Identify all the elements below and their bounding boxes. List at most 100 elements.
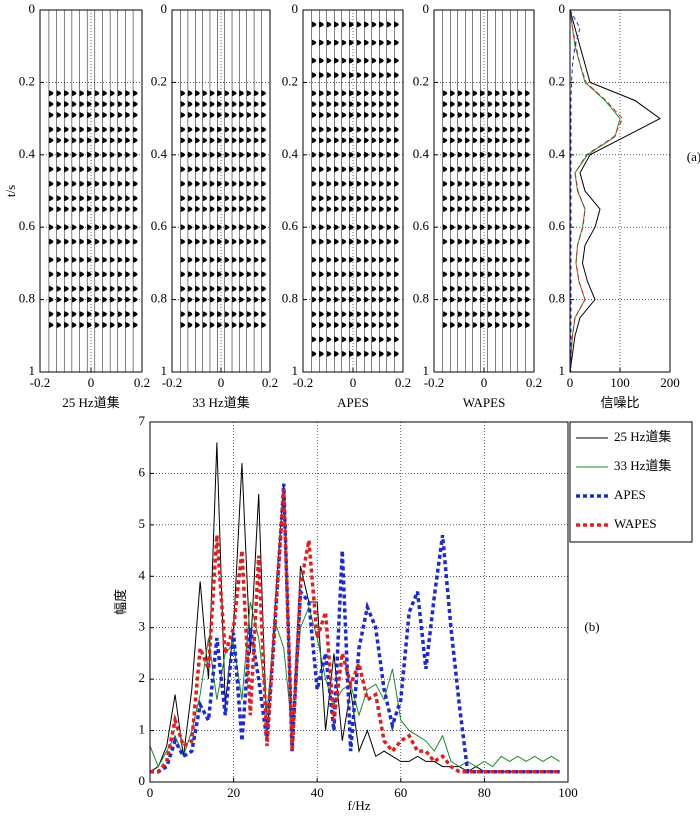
y-tick-label: 0.8 bbox=[19, 291, 35, 306]
wiggle-event bbox=[442, 90, 530, 97]
y-tick-label: 0.4 bbox=[413, 146, 430, 161]
x-tick-label: -0.2 bbox=[424, 375, 445, 390]
snr-line bbox=[569, 9, 581, 372]
wiggle-event bbox=[442, 224, 530, 231]
wiggle-event bbox=[48, 195, 138, 202]
wiggle-event bbox=[311, 311, 399, 318]
x-axis-label: 33 Hz道集 bbox=[192, 395, 249, 410]
y-tick-label: 0 bbox=[292, 1, 299, 16]
wiggle-event bbox=[311, 126, 399, 133]
wiggle-event bbox=[180, 311, 266, 318]
wiggle-event bbox=[442, 271, 530, 278]
wiggle-event bbox=[311, 101, 399, 108]
plot-frame bbox=[569, 9, 671, 373]
y-tick-label: 0.4 bbox=[282, 146, 299, 161]
wiggle-event bbox=[311, 57, 399, 64]
wiggle-event bbox=[311, 296, 399, 303]
legend-label: 33 Hz道集 bbox=[614, 458, 671, 473]
wiggle-event bbox=[180, 166, 266, 173]
x-tick-label: 0.2 bbox=[526, 375, 542, 390]
wiggle-event bbox=[311, 111, 399, 118]
y-tick-label: 1 bbox=[423, 363, 430, 378]
plot-frame bbox=[39, 9, 143, 373]
x-tick-label: 0.2 bbox=[134, 375, 150, 390]
y-tick-label: 0.8 bbox=[549, 291, 565, 306]
wiggle-event bbox=[311, 195, 399, 202]
wiggle-event bbox=[311, 39, 399, 46]
wiggle-event bbox=[311, 271, 399, 278]
legend-label: APES bbox=[614, 487, 646, 502]
y-tick-label: 0.2 bbox=[413, 73, 429, 88]
y-tick-label: 7 bbox=[139, 413, 146, 428]
x-axis-label: WAPES bbox=[463, 395, 506, 410]
x-axis-label: 25 Hz道集 bbox=[62, 395, 119, 410]
x-tick-label: 0 bbox=[147, 785, 154, 800]
y-tick-label: 0.4 bbox=[19, 146, 36, 161]
panel-label: (b) bbox=[584, 619, 599, 634]
y-tick-label: 0 bbox=[559, 1, 566, 16]
y-tick-label: 0.2 bbox=[19, 73, 35, 88]
wiggle-event bbox=[442, 256, 530, 263]
spectrum-line bbox=[150, 488, 560, 774]
wiggle-event bbox=[311, 256, 399, 263]
wiggle-event bbox=[442, 285, 530, 292]
plot-frame bbox=[171, 9, 271, 373]
wiggle-event bbox=[442, 238, 530, 245]
wiggle-event bbox=[311, 72, 399, 79]
y-tick-label: 0 bbox=[423, 1, 430, 16]
wiggle-event bbox=[311, 285, 399, 292]
wiggle-event bbox=[442, 180, 530, 187]
wiggle-event bbox=[180, 111, 266, 118]
y-tick-label: 2 bbox=[139, 670, 146, 685]
legend-label: WAPES bbox=[614, 516, 657, 531]
wiggle-event bbox=[48, 101, 138, 108]
wiggle-event bbox=[48, 285, 138, 292]
wiggle-event bbox=[48, 206, 138, 213]
wiggle-event bbox=[311, 321, 399, 328]
x-tick-label: 20 bbox=[227, 785, 240, 800]
plot-frame bbox=[302, 9, 404, 373]
x-tick-label: 200 bbox=[660, 375, 680, 390]
y-tick-label: 0 bbox=[29, 1, 36, 16]
y-tick-label: 1 bbox=[29, 363, 36, 378]
wiggle-event bbox=[180, 101, 266, 108]
plot-frame bbox=[433, 9, 535, 373]
y-tick-label: 0.4 bbox=[151, 146, 168, 161]
wiggle-event bbox=[311, 206, 399, 213]
wiggle-event bbox=[180, 271, 266, 278]
wiggle-event bbox=[442, 206, 530, 213]
y-tick-label: 1 bbox=[161, 363, 168, 378]
wiggle-event bbox=[180, 296, 266, 303]
x-tick-label: 100 bbox=[610, 375, 630, 390]
y-axis-label: 幅度 bbox=[113, 589, 128, 615]
wiggle-event bbox=[442, 126, 530, 133]
wiggle-event bbox=[442, 101, 530, 108]
wiggle-event bbox=[311, 137, 399, 144]
y-tick-label: 1 bbox=[292, 363, 299, 378]
wiggle-event bbox=[48, 271, 138, 278]
y-tick-label: 1 bbox=[559, 363, 566, 378]
wiggle-event bbox=[48, 126, 138, 133]
wiggle-event bbox=[311, 224, 399, 231]
wiggle-event bbox=[180, 321, 266, 328]
x-tick-label: 0 bbox=[481, 375, 488, 390]
wiggle-event bbox=[180, 256, 266, 263]
y-tick-label: 0.2 bbox=[282, 73, 298, 88]
wiggle-event bbox=[48, 238, 138, 245]
y-tick-label: 0.8 bbox=[151, 291, 167, 306]
wiggle-event bbox=[311, 238, 399, 245]
wiggle-event bbox=[442, 296, 530, 303]
x-tick-label: 100 bbox=[558, 785, 578, 800]
wiggle-event bbox=[311, 21, 399, 28]
wiggle-event bbox=[442, 321, 530, 328]
y-tick-label: 0.6 bbox=[549, 218, 566, 233]
legend-box bbox=[569, 421, 693, 543]
y-tick-label: 0.6 bbox=[151, 218, 168, 233]
wiggle-event bbox=[48, 166, 138, 173]
x-tick-label: 0.2 bbox=[395, 375, 411, 390]
wiggle-event bbox=[180, 126, 266, 133]
wiggle-event bbox=[442, 195, 530, 202]
y-tick-label: 0.8 bbox=[413, 291, 429, 306]
wiggle-event bbox=[311, 166, 399, 173]
y-tick-label: 0.6 bbox=[413, 218, 430, 233]
